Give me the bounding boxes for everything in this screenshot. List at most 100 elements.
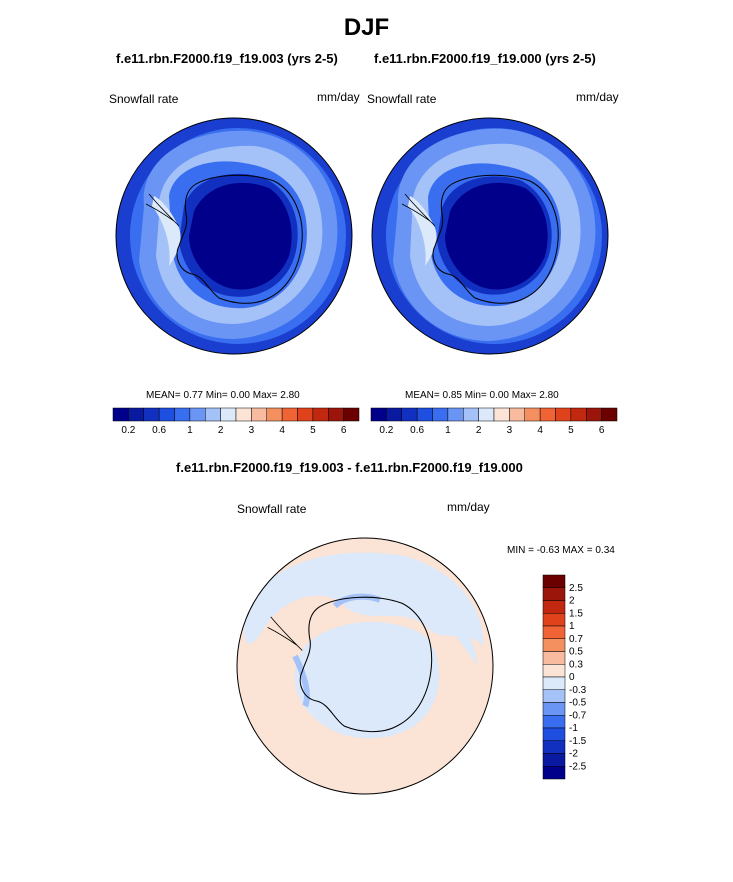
colorbar-swatch	[542, 702, 566, 716]
colorbar-tick-label: -0.5	[569, 698, 587, 709]
colorbar-tick-label: 1	[445, 425, 451, 436]
mean-label: MEAN=	[405, 390, 440, 401]
colorbar-swatch	[493, 407, 510, 422]
colorbar-tick-label: 3	[249, 425, 255, 436]
colorbar-tick-label: 0.7	[569, 634, 583, 645]
mean-value: 0.85	[442, 390, 462, 401]
max-label: Max=	[252, 390, 278, 401]
antarctica-coastline	[299, 596, 433, 733]
colorbar-swatch	[509, 407, 525, 422]
colorbar-swatch	[328, 407, 344, 422]
colorbar-swatch	[542, 600, 566, 614]
colorbar-tick-label: 1	[187, 425, 193, 436]
panel-2-units-label: mm/day	[576, 90, 619, 104]
colorbar-swatch	[555, 407, 572, 422]
neg-region-2	[294, 622, 440, 739]
panel-2-field-label: Snowfall rate	[367, 92, 437, 106]
colorbar-swatch	[370, 407, 387, 422]
colorbar-swatch	[297, 407, 314, 422]
colorbar-tick-label: 3	[507, 425, 513, 436]
colorbar-tick-label: 0.3	[569, 659, 583, 670]
peninsula-coastline	[267, 616, 303, 651]
colorbar-swatch	[463, 407, 479, 422]
colorbar-swatch	[478, 407, 495, 422]
colorbar-tick-label: -2	[569, 749, 578, 760]
colorbar-tick-label: 2	[476, 425, 482, 436]
colorbar-tick-label: -1.5	[569, 736, 587, 747]
colorbar-swatch	[158, 407, 175, 422]
colorbar-swatch	[251, 407, 267, 422]
colorbar-swatch	[174, 407, 191, 422]
pos-region	[240, 683, 490, 794]
peninsula-feature	[152, 196, 181, 266]
polar-map-2	[371, 117, 609, 355]
colorbar-tick-label: 0.2	[379, 425, 393, 436]
colorbar-swatch	[312, 407, 329, 422]
colorbar-swatch	[143, 407, 160, 422]
colorbar-tick-label: 2.5	[569, 583, 583, 594]
panel-1-stats: MEAN= 0.77 Min= 0.00 Max= 2.80	[146, 390, 300, 401]
colorbar-tick-label: 4	[279, 425, 285, 436]
neg-region-3	[435, 606, 477, 666]
colorbar-tick-label: 0.5	[569, 647, 583, 658]
main-title: DJF	[343, 14, 390, 41]
colorbar-swatch	[542, 638, 566, 652]
max-value: 2.80	[539, 390, 559, 401]
colorbar-swatch	[112, 407, 129, 422]
colorbar-swatch	[542, 727, 566, 741]
min-label: Min=	[464, 390, 487, 401]
panel-1-units-label: mm/day	[317, 90, 360, 104]
colorbar-swatch	[524, 407, 541, 422]
mean-value: 0.77	[183, 390, 203, 401]
colorbar-swatch	[432, 407, 449, 422]
colorbar-swatch	[542, 613, 566, 627]
colorbar-swatch	[542, 574, 566, 588]
peninsula-feature	[408, 196, 437, 266]
colorbar-swatch	[542, 664, 566, 678]
colorbar-tick-label: 2	[569, 596, 575, 607]
colorbar-swatch	[542, 689, 566, 703]
colorbar-swatch	[542, 651, 566, 665]
colorbar-panel-1: 0.2 0.6 1 2 3 4 5 6	[112, 407, 360, 436]
peninsula-coastline	[401, 193, 436, 227]
max-label: Max=	[511, 390, 537, 401]
diff-field-label: Snowfall rate	[237, 502, 307, 516]
colorbar-panel-2: 0.2 0.6 1 2 3 4 5 6	[370, 407, 618, 436]
colorbar-tick-label: -2.5	[569, 761, 587, 772]
colorbar-tick-label: 1	[569, 621, 575, 632]
colorbar-diff: 2.5 21.5 1 0.7 0.50.3 0 -0.3 -0.5-0.7 -1 -1.5 -2-2…	[542, 574, 587, 780]
colorbar-tick-label: 5	[568, 425, 574, 436]
antarctica-coastline	[176, 174, 303, 304]
colorbar-swatch	[205, 407, 221, 422]
continent-core	[445, 182, 548, 290]
map-border	[371, 117, 609, 355]
colorbar-swatch	[281, 407, 298, 422]
colorbar-swatch	[542, 766, 566, 780]
colorbar-swatch	[586, 407, 602, 422]
colorbar-swatch	[401, 407, 418, 422]
map-border	[236, 537, 494, 795]
colorbar-swatch	[542, 753, 566, 767]
colorbar-tick-label: 0.6	[152, 425, 166, 436]
colorbar-swatch	[542, 740, 566, 754]
max-value: 2.80	[280, 390, 300, 401]
min-label: Min=	[205, 390, 228, 401]
panel-1-case-title: f.e11.rbn.F2000.f19_f19.003 (yrs 2-5)	[116, 51, 338, 66]
colorbar-swatch	[189, 407, 206, 422]
colorbar-tick-label: 0.2	[121, 425, 135, 436]
colorbar-tick-label: 6	[599, 425, 605, 436]
polar-map-diff	[236, 537, 494, 795]
panel-2-stats: MEAN= 0.85 Min= 0.00 Max= 2.80	[405, 390, 559, 401]
min-value: 0.00	[230, 390, 250, 401]
neg-strip-2	[292, 654, 310, 708]
colorbar-swatch	[220, 407, 237, 422]
antarctica-coastline	[432, 174, 559, 304]
mean-label: MEAN=	[146, 390, 181, 401]
colorbar-swatch	[128, 407, 144, 422]
colorbar-swatch	[416, 407, 433, 422]
continent-core	[189, 182, 292, 290]
colorbar-swatch	[266, 407, 283, 422]
colorbar-swatch	[539, 407, 556, 422]
map-border	[115, 117, 353, 355]
colorbar-tick-label: 4	[537, 425, 543, 436]
